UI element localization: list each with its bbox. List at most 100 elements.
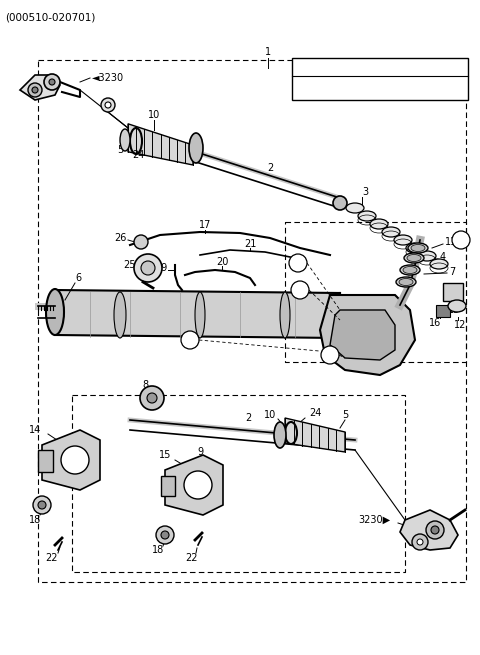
- Text: 22: 22: [186, 553, 198, 563]
- Text: 10: 10: [148, 110, 160, 120]
- Polygon shape: [400, 510, 458, 550]
- Ellipse shape: [280, 292, 290, 338]
- Ellipse shape: [394, 235, 412, 245]
- Text: 3: 3: [362, 187, 368, 197]
- Text: 10: 10: [264, 410, 276, 420]
- Ellipse shape: [120, 129, 130, 151]
- Text: 20: 20: [216, 257, 228, 267]
- Text: 2: 2: [295, 259, 300, 267]
- Ellipse shape: [274, 422, 286, 448]
- Circle shape: [181, 331, 199, 349]
- Ellipse shape: [382, 227, 400, 237]
- Bar: [38, 450, 53, 472]
- Ellipse shape: [406, 243, 424, 253]
- Circle shape: [49, 79, 55, 85]
- Circle shape: [44, 74, 60, 90]
- Text: 12: 12: [454, 320, 466, 330]
- Ellipse shape: [404, 253, 424, 263]
- Ellipse shape: [114, 292, 126, 338]
- Ellipse shape: [399, 278, 413, 286]
- Text: 19: 19: [156, 263, 168, 273]
- Text: 13: 13: [448, 305, 460, 315]
- Ellipse shape: [407, 255, 421, 261]
- Circle shape: [134, 254, 162, 282]
- Circle shape: [321, 346, 339, 364]
- Text: 3230▶: 3230▶: [358, 515, 390, 525]
- Circle shape: [184, 471, 212, 499]
- Text: NOTE: NOTE: [300, 62, 330, 72]
- Text: 21: 21: [244, 239, 256, 249]
- Ellipse shape: [195, 292, 205, 338]
- Text: 11: 11: [445, 237, 457, 247]
- Ellipse shape: [400, 265, 420, 275]
- Text: 16: 16: [429, 318, 441, 328]
- Circle shape: [105, 102, 111, 108]
- Text: 26: 26: [114, 233, 126, 243]
- Text: 22: 22: [46, 553, 58, 563]
- Polygon shape: [42, 430, 100, 490]
- Circle shape: [161, 531, 169, 539]
- Circle shape: [101, 98, 115, 112]
- Text: 3: 3: [187, 335, 192, 345]
- Circle shape: [38, 501, 46, 509]
- Polygon shape: [20, 75, 60, 100]
- Ellipse shape: [430, 259, 448, 269]
- Polygon shape: [330, 310, 395, 360]
- Ellipse shape: [396, 277, 416, 287]
- Circle shape: [452, 231, 470, 249]
- Circle shape: [147, 393, 157, 403]
- Circle shape: [61, 446, 89, 474]
- Circle shape: [141, 261, 155, 275]
- Ellipse shape: [418, 251, 436, 261]
- Ellipse shape: [189, 133, 203, 163]
- Text: 18: 18: [152, 545, 164, 555]
- Text: 14: 14: [29, 425, 41, 435]
- Text: 8: 8: [142, 380, 148, 390]
- Circle shape: [140, 386, 164, 410]
- Polygon shape: [320, 295, 415, 375]
- Text: 2: 2: [267, 163, 273, 173]
- Text: 24: 24: [309, 408, 321, 418]
- Circle shape: [32, 87, 38, 93]
- Circle shape: [412, 534, 428, 550]
- Ellipse shape: [333, 196, 347, 210]
- Circle shape: [417, 539, 423, 545]
- Text: 1: 1: [458, 236, 464, 244]
- Polygon shape: [165, 455, 223, 515]
- Text: 15: 15: [159, 450, 171, 460]
- Text: 2: 2: [245, 413, 251, 423]
- Circle shape: [33, 496, 51, 514]
- Bar: [436, 305, 450, 317]
- Text: ◄3230: ◄3230: [92, 73, 124, 83]
- Text: 3: 3: [327, 350, 333, 360]
- Ellipse shape: [346, 203, 364, 213]
- Circle shape: [28, 83, 42, 97]
- Text: THE NO. 23 : ① ~ ③: THE NO. 23 : ① ~ ③: [300, 83, 403, 93]
- Circle shape: [289, 254, 307, 272]
- Text: 7: 7: [449, 267, 455, 277]
- Ellipse shape: [46, 289, 64, 335]
- Text: 6: 6: [75, 273, 81, 283]
- Text: 9: 9: [197, 447, 203, 457]
- Text: 24: 24: [132, 150, 144, 160]
- Circle shape: [156, 526, 174, 544]
- Text: 17: 17: [199, 220, 211, 230]
- Ellipse shape: [358, 211, 376, 221]
- Ellipse shape: [408, 243, 428, 253]
- Polygon shape: [55, 290, 340, 338]
- Circle shape: [426, 521, 444, 539]
- Ellipse shape: [370, 219, 388, 229]
- Text: 1: 1: [265, 47, 271, 57]
- Circle shape: [291, 281, 309, 299]
- Text: 4: 4: [440, 252, 446, 262]
- Ellipse shape: [411, 244, 425, 252]
- Text: 18: 18: [29, 515, 41, 525]
- Text: 25: 25: [124, 260, 136, 270]
- Ellipse shape: [403, 267, 417, 274]
- Polygon shape: [285, 418, 345, 452]
- Ellipse shape: [448, 300, 466, 312]
- Bar: [443, 283, 463, 301]
- Polygon shape: [128, 124, 193, 165]
- Text: 2: 2: [298, 286, 302, 295]
- Text: 5: 5: [117, 145, 123, 155]
